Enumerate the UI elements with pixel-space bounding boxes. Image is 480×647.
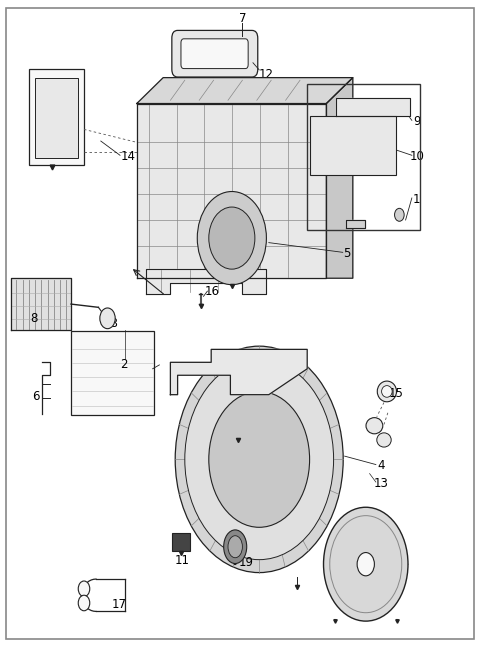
Circle shape [100,308,115,329]
Ellipse shape [382,386,392,397]
Polygon shape [146,269,266,294]
Circle shape [209,391,310,527]
Text: 7: 7 [239,12,246,25]
Text: 10: 10 [410,150,425,163]
Text: 2: 2 [120,358,128,371]
Text: 3: 3 [400,566,408,579]
Circle shape [395,208,404,221]
Circle shape [209,207,255,269]
Polygon shape [170,349,307,395]
Circle shape [197,192,266,285]
Text: 18: 18 [104,317,119,330]
Polygon shape [346,220,365,228]
Text: 4: 4 [377,459,384,472]
Text: 12: 12 [259,68,274,81]
FancyBboxPatch shape [71,331,154,415]
Circle shape [357,553,374,576]
Text: 6: 6 [32,390,40,403]
Ellipse shape [224,530,247,564]
Text: 1: 1 [413,193,420,206]
Circle shape [175,346,343,573]
Text: 9: 9 [413,115,420,128]
Text: 13: 13 [373,477,388,490]
Circle shape [78,581,90,597]
Polygon shape [137,104,326,278]
FancyBboxPatch shape [35,78,78,158]
Polygon shape [137,78,353,104]
Text: 17: 17 [111,598,127,611]
FancyBboxPatch shape [310,116,396,175]
Ellipse shape [377,433,391,447]
Polygon shape [11,278,71,330]
Ellipse shape [377,381,396,402]
Text: 5: 5 [343,247,350,260]
FancyBboxPatch shape [172,30,258,77]
FancyBboxPatch shape [29,69,84,165]
Circle shape [78,595,90,611]
Text: 11: 11 [175,554,190,567]
Text: 16: 16 [204,285,220,298]
FancyBboxPatch shape [172,533,190,551]
Text: 15: 15 [389,387,403,400]
Ellipse shape [366,418,383,433]
Polygon shape [326,78,353,278]
Text: 14: 14 [121,150,136,163]
Text: 19: 19 [239,556,254,569]
Ellipse shape [228,536,242,558]
Circle shape [185,359,334,560]
FancyBboxPatch shape [181,39,248,69]
Circle shape [324,507,408,621]
Polygon shape [336,98,410,116]
Text: 8: 8 [30,312,37,325]
